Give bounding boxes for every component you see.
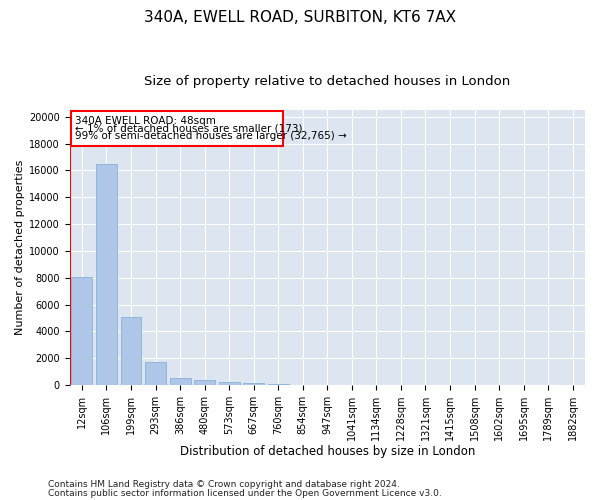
Text: ← 1% of detached houses are smaller (173): ← 1% of detached houses are smaller (173… [74,124,302,134]
Bar [71,277,92,385]
Bar [194,380,215,385]
Title: Size of property relative to detached houses in London: Size of property relative to detached ho… [144,75,511,88]
Text: 340A, EWELL ROAD, SURBITON, KT6 7AX: 340A, EWELL ROAD, SURBITON, KT6 7AX [144,10,456,25]
Bar [96,164,117,385]
Bar [145,362,166,385]
Bar [243,383,264,385]
Text: Contains HM Land Registry data © Crown copyright and database right 2024.: Contains HM Land Registry data © Crown c… [48,480,400,489]
Text: 340A EWELL ROAD: 48sqm: 340A EWELL ROAD: 48sqm [74,116,215,126]
Text: Contains public sector information licensed under the Open Government Licence v3: Contains public sector information licen… [48,489,442,498]
Bar [170,378,191,385]
Bar [268,384,289,385]
Bar [219,382,239,385]
Y-axis label: Number of detached properties: Number of detached properties [15,160,25,335]
Bar [121,318,142,385]
FancyBboxPatch shape [71,112,283,146]
X-axis label: Distribution of detached houses by size in London: Distribution of detached houses by size … [179,444,475,458]
Text: 99% of semi-detached houses are larger (32,765) →: 99% of semi-detached houses are larger (… [74,132,346,141]
